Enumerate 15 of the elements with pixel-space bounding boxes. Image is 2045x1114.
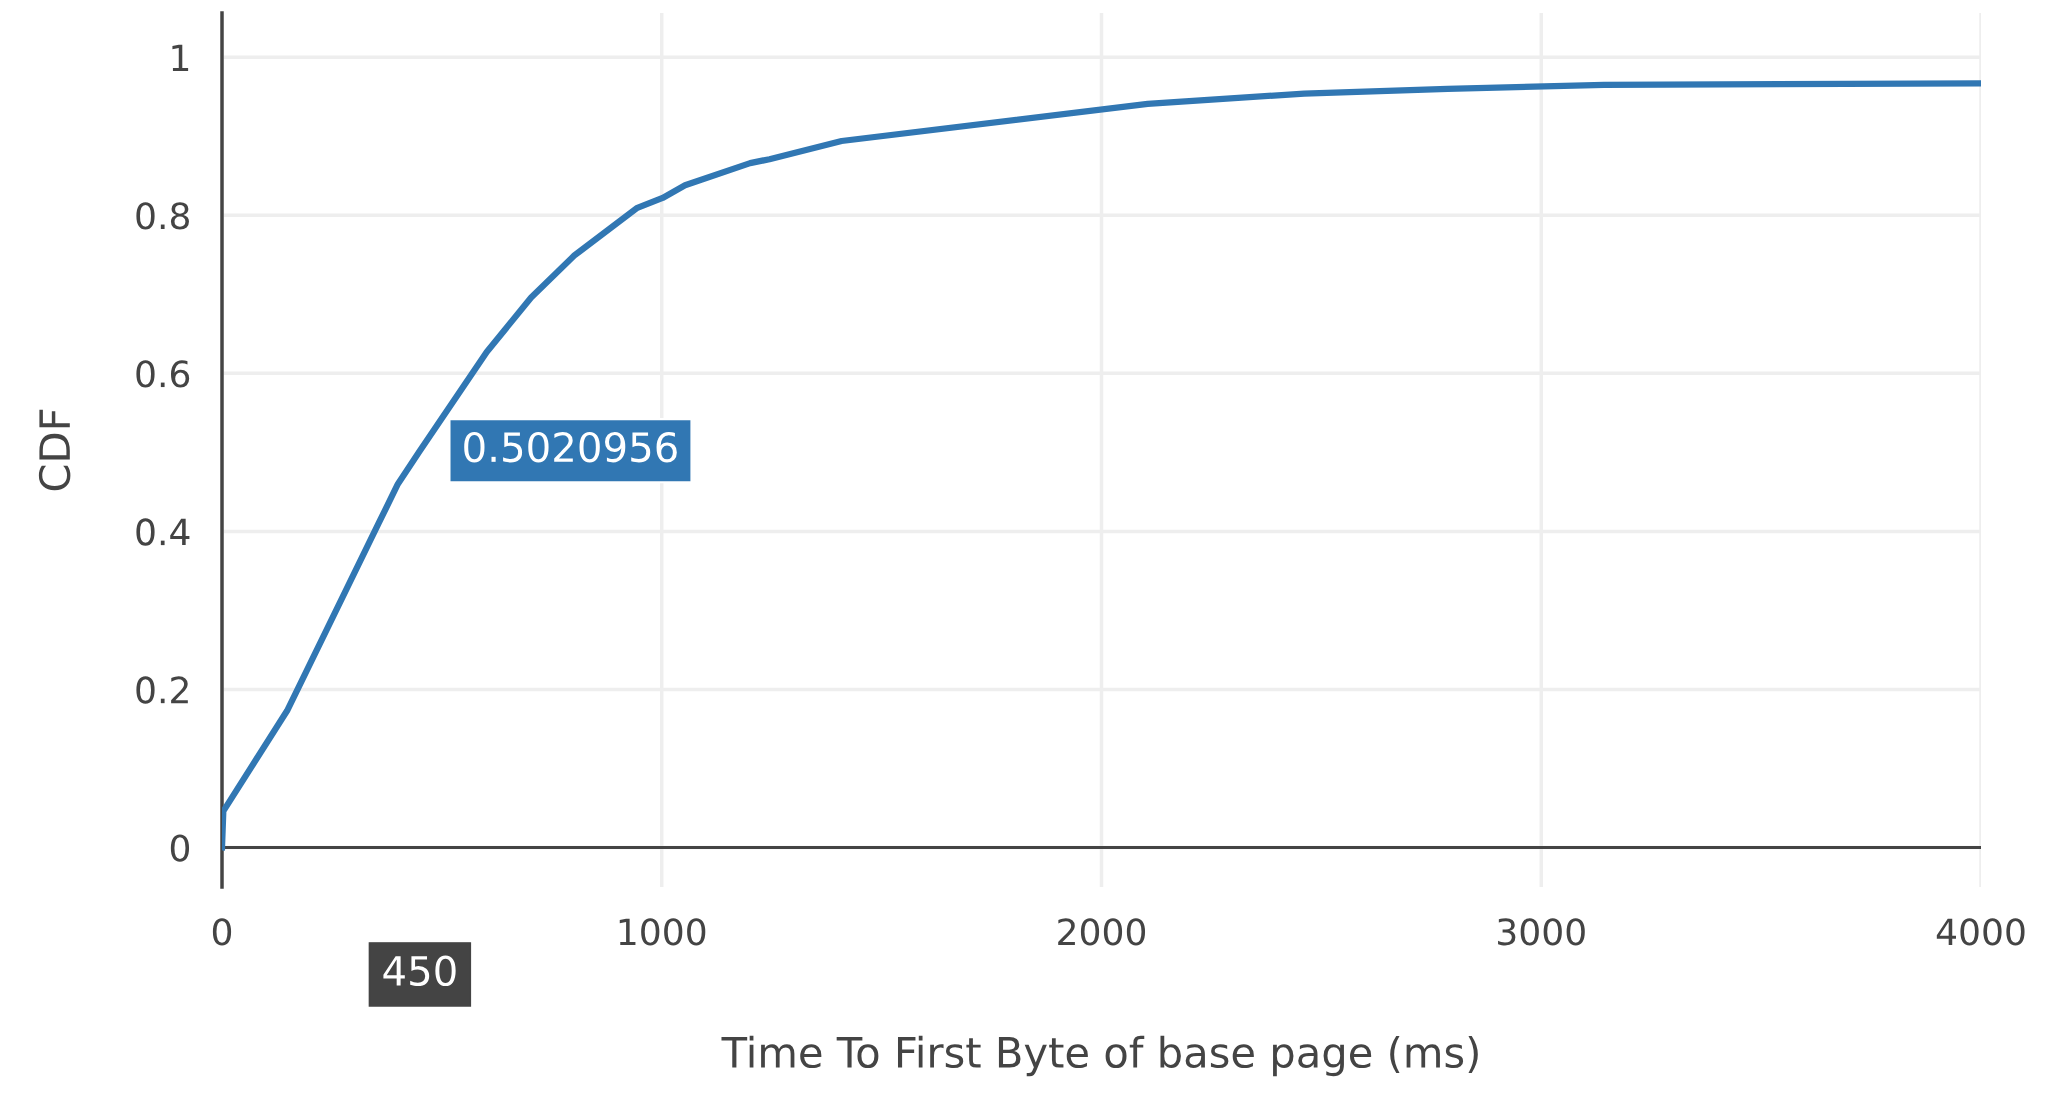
x-tick-label: 4000 [1936,918,2025,946]
y-tick-label: 0.2 [136,676,188,704]
y-tick-label: 0 [170,834,190,862]
text: 450 [383,955,456,987]
x-axis-title: Time To First Byte of base page (ms) [721,1035,1478,1077]
y-tick-label: 1 [172,44,189,71]
y-tick-label: 0.6 [136,360,190,388]
x-tick-label: 1000 [619,918,706,946]
y-axis-title: CDF [38,409,71,491]
x-tick-label: 2000 [1058,918,1146,946]
annotation: 0.5020956 [464,431,677,463]
x-tick-label: 0 [212,918,232,946]
y-tick-label: 0.8 [136,202,189,230]
x-tick-label: 3000 [1498,918,1585,946]
y-tick-label: 0.4 [136,518,190,546]
